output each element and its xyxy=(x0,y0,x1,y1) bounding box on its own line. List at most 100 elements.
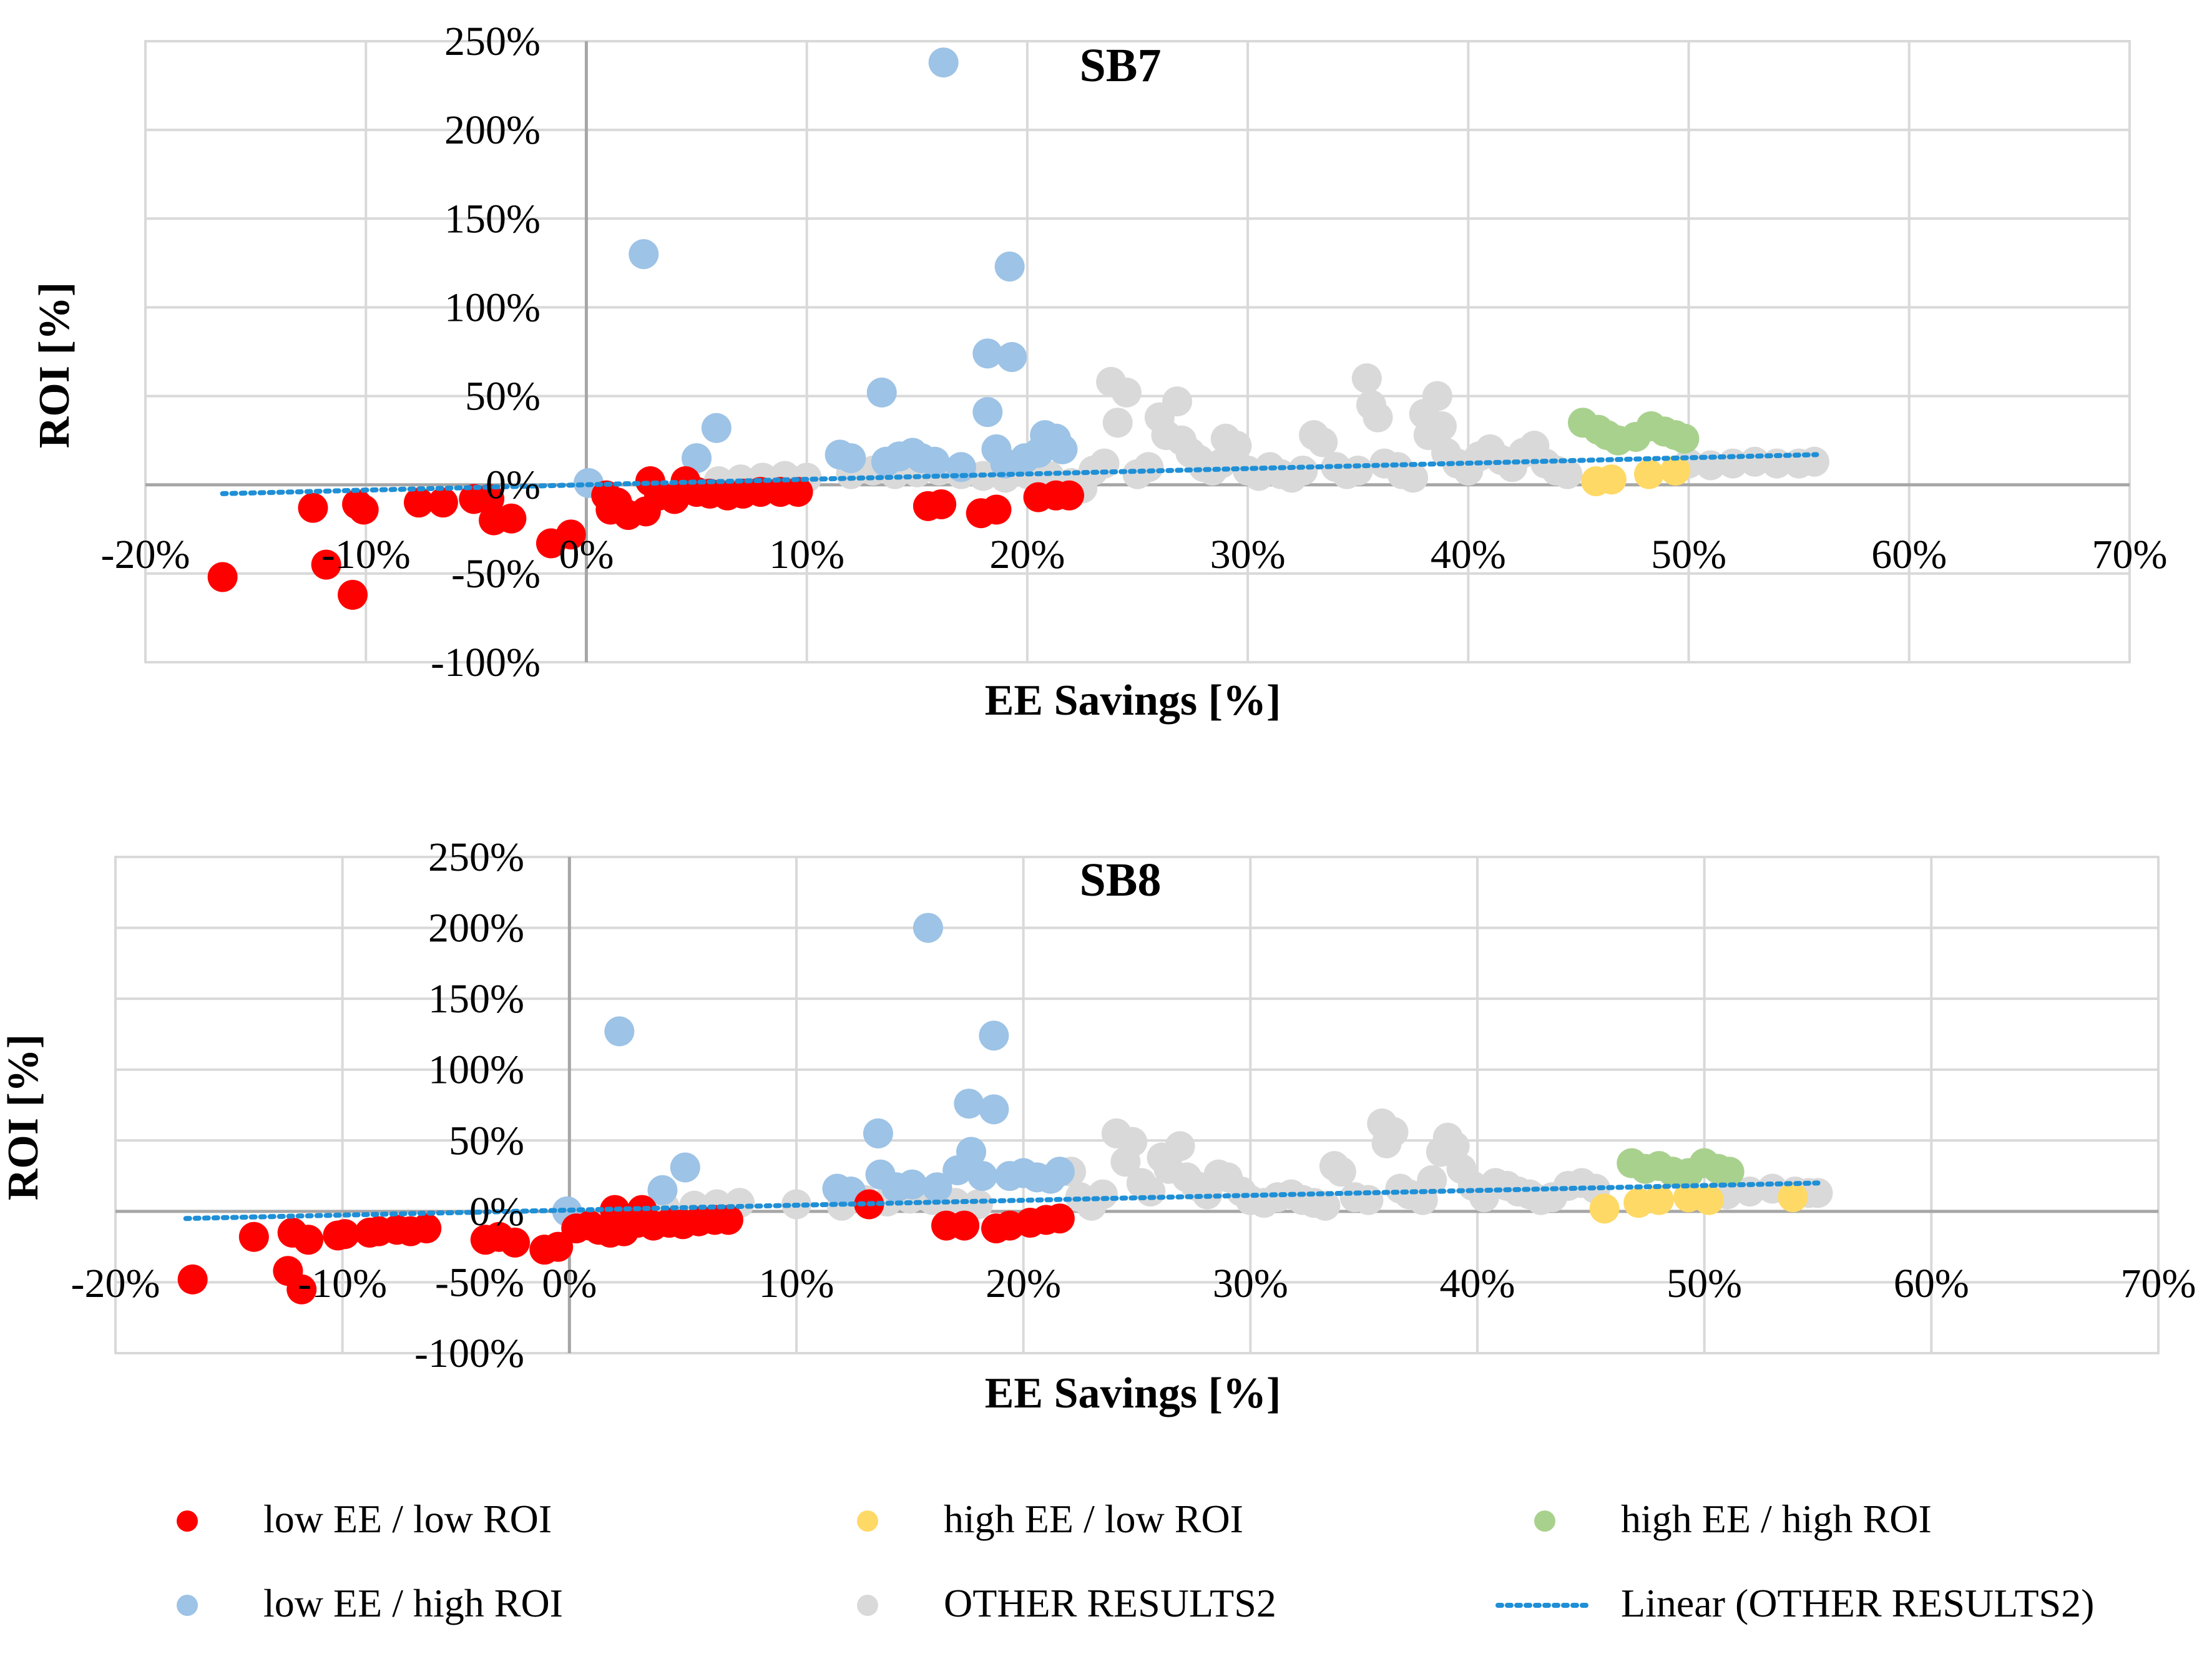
y-axis-title: ROI [%] xyxy=(0,1034,47,1200)
series-low-ee-high-roi xyxy=(552,913,1075,1226)
x-tick-label: 60% xyxy=(1894,1261,1969,1306)
data-point xyxy=(1044,1157,1075,1187)
series-low-ee-low-roi xyxy=(207,466,1085,610)
legend-label: low EE / low ROI xyxy=(263,1497,552,1541)
data-point xyxy=(866,377,897,408)
data-point xyxy=(972,338,1003,369)
data-point xyxy=(403,487,434,518)
data-point xyxy=(1343,455,1373,486)
data-point xyxy=(629,239,659,270)
data-point xyxy=(1308,427,1338,458)
data-point xyxy=(1044,1203,1075,1234)
data-point xyxy=(979,1094,1009,1125)
data-point xyxy=(972,397,1003,428)
legend-item-other-results2: OTHER RESULTS2 xyxy=(857,1581,1276,1625)
data-point xyxy=(348,494,379,525)
data-point xyxy=(1803,1178,1833,1208)
data-point xyxy=(962,1189,993,1220)
y-tick-label: 0% xyxy=(469,1189,524,1235)
data-point xyxy=(293,1225,324,1255)
data-point xyxy=(922,1172,952,1203)
x-tick-label: 10% xyxy=(769,532,844,577)
data-point xyxy=(1778,1182,1808,1213)
y-tick-label: -50% xyxy=(435,1260,524,1305)
data-point xyxy=(1398,462,1429,493)
legend-label: OTHER RESULTS2 xyxy=(944,1581,1276,1625)
data-point xyxy=(1693,1185,1724,1215)
x-tick-label: 40% xyxy=(1440,1261,1515,1306)
x-tick-label: 40% xyxy=(1431,532,1506,577)
chart-sb7: -20% -10% 0% 10% 20% 30% 40% 50% 60% 70% 250% 200% 1… xyxy=(31,19,2167,725)
data-point xyxy=(979,1020,1009,1051)
data-point xyxy=(913,913,943,943)
x-tick-label: 0% xyxy=(542,1261,597,1306)
data-point xyxy=(428,487,458,518)
data-point xyxy=(604,1016,635,1047)
data-point xyxy=(238,1221,269,1252)
legend-item-high-ee-low-roi: high EE / low ROI xyxy=(857,1497,1243,1541)
y-tick-label: 50% xyxy=(465,374,541,419)
y-tick-label: 0% xyxy=(486,462,541,508)
data-point xyxy=(783,477,813,507)
data-point xyxy=(1660,455,1691,486)
legend-marker xyxy=(177,1510,198,1532)
data-point xyxy=(298,492,328,523)
plot-frame xyxy=(114,856,2160,1354)
data-point xyxy=(177,1264,208,1294)
x-tick-label: 50% xyxy=(1666,1261,1742,1306)
data-point xyxy=(701,413,732,443)
data-point xyxy=(311,549,341,580)
y-tick-label: 150% xyxy=(444,196,541,242)
data-point xyxy=(1288,455,1318,486)
gridlines xyxy=(114,856,2160,1354)
data-point xyxy=(1643,1185,1674,1215)
legend-item-low-ee-high-roi: low EE / high ROI xyxy=(177,1581,563,1625)
series-low-ee-low-roi xyxy=(177,1189,1075,1304)
x-tick-label: 60% xyxy=(1871,532,1947,577)
data-point xyxy=(836,443,866,474)
y-tick-label: -100% xyxy=(414,1331,524,1376)
y-axis-title: ROI [%] xyxy=(31,282,79,448)
data-point xyxy=(1363,402,1393,433)
data-point xyxy=(1669,423,1700,454)
trendline xyxy=(220,452,1819,496)
y-tick-label: 200% xyxy=(444,107,541,153)
data-point xyxy=(1596,464,1627,495)
gridlines xyxy=(144,40,2131,663)
data-point xyxy=(713,1205,743,1235)
data-point xyxy=(997,342,1027,373)
series-high-ee-high-roi xyxy=(1617,1148,1745,1188)
x-tick-label: 20% xyxy=(986,1261,1061,1306)
data-point xyxy=(1326,1157,1356,1187)
data-point xyxy=(1087,1179,1118,1210)
x-tick-label: 0% xyxy=(559,532,614,577)
series-high-ee-low-roi xyxy=(1589,1182,1808,1224)
data-point xyxy=(1426,411,1457,441)
legend: low EE / low ROI high EE / low ROI high EE… xyxy=(177,1497,2094,1625)
y-tick-label: 100% xyxy=(444,285,541,330)
data-point xyxy=(1351,363,1382,394)
data-point xyxy=(967,1161,998,1192)
data-point xyxy=(1714,1157,1745,1187)
data-point xyxy=(330,1219,360,1250)
x-tick-label: 30% xyxy=(1210,532,1286,577)
plot-frame xyxy=(144,40,2131,663)
y-tick-label: 100% xyxy=(428,1047,524,1093)
data-point xyxy=(1133,452,1164,482)
legend-item-low-ee-low-roi: low EE / low ROI xyxy=(177,1497,552,1541)
legend-label: high EE / high ROI xyxy=(1621,1497,1932,1541)
x-axis-title: EE Savings [%] xyxy=(985,677,1281,725)
data-point xyxy=(207,562,238,592)
data-point xyxy=(1353,1185,1384,1215)
y-tick-label: 250% xyxy=(428,834,524,880)
legend-marker xyxy=(1534,1510,1555,1532)
data-point xyxy=(994,252,1025,282)
trendline xyxy=(183,1180,1821,1221)
data-point xyxy=(682,443,712,474)
data-point xyxy=(1117,1127,1148,1157)
data-point xyxy=(928,47,959,78)
data-point xyxy=(1589,1193,1620,1224)
data-point xyxy=(1310,1190,1341,1221)
x-tick-label: 70% xyxy=(2092,532,2168,577)
legend-item-high-ee-high-roi: high EE / high ROI xyxy=(1534,1497,1932,1541)
